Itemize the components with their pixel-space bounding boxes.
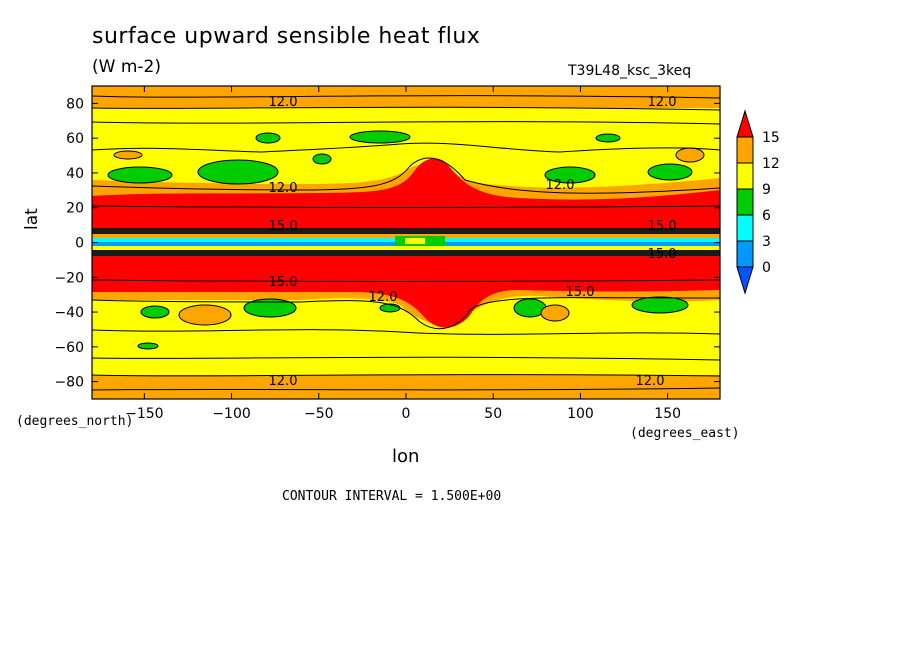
minimum-north-6 [595,133,621,143]
band-south-red [92,256,720,328]
patch-equator-yellow [405,238,425,244]
y-tick-label: −40 [54,305,84,321]
colorbar-bottom-triangle [736,266,754,295]
x-tick-label: 0 [402,406,411,422]
colorbar-swatch [736,214,754,242]
contour-label: 15.0 [648,247,677,262]
heat-flux-field: 12.0 12.0 12.0 15.0 15.0 12.0 15.0 12.0 15.0 15.0… [92,86,720,399]
band-south-orange-transition [92,282,720,325]
contour-lines [92,95,720,391]
axes: −150 −100 −50 0 50 100 150 80 60 40 20 0 −20 −40 −60 −8… [54,86,720,422]
contour-label: 15.0 [566,285,595,300]
contour-label: 12.0 [648,95,677,110]
contour-label: 12.0 [269,95,298,110]
colorbar-swatch [736,240,754,268]
band-equator-yellow [92,246,720,250]
colorbar: 15 12 9 6 3 0 [736,109,780,295]
colorbar-tick-label: 9 [762,182,771,198]
minimum-south-1 [140,305,170,319]
band-north-red [92,158,720,232]
colorbar-tick-label: 12 [762,156,780,172]
y-tick-label: 0 [75,236,84,252]
colorbar-tick-label: 15 [762,130,780,146]
x-tick-label: 150 [654,406,681,422]
minimum-north-7 [544,166,596,184]
colorbar-swatch [736,188,754,216]
colorbar-swatch [736,136,754,164]
maximum-south-1 [178,304,232,326]
y-tick-label: 20 [66,201,84,217]
band-north-orange [92,86,720,108]
y-tick-label: 40 [66,166,84,182]
x-tick-label: 50 [484,406,502,422]
minimum-south-2 [243,298,297,318]
contour-label: 12.0 [269,374,298,389]
contour-label: 12.0 [269,181,298,196]
minimum-south-6 [137,342,159,350]
minimum-south-5 [631,296,689,314]
maximum-north-2 [675,147,705,163]
y-tick-label: −20 [54,270,84,286]
contour-label: 12.0 [636,374,665,389]
y-tick-label: −60 [54,340,84,356]
minimum-north-5 [349,130,411,144]
dataset-label: T39L48_ksc_3keq [568,63,692,79]
minimum-south-3 [379,303,401,313]
y-axis-units: (degrees_north) [16,414,134,429]
colorbar-top-triangle [736,109,754,138]
chart-title: surface upward sensible heat flux [92,24,481,49]
minimum-north-8 [647,163,693,181]
contour-label: 12.0 [546,178,575,193]
minimum-north-1 [107,166,173,184]
contour-label: 12.0 [369,290,398,305]
colorbar-tick-label: 6 [762,208,771,224]
y-tick-label: −80 [54,375,84,391]
x-tick-label: 100 [567,406,594,422]
contour-label: 15.0 [648,219,677,234]
x-tick-label: −100 [212,406,250,422]
maximum-south-2 [540,304,570,322]
colorbar-swatch [736,162,754,190]
x-tick-label: −50 [304,406,334,422]
colorbar-tick-label: 3 [762,234,771,250]
y-tick-label: 60 [66,131,84,147]
x-axis-label: lon [392,446,420,467]
x-axis-units: (degrees_east) [630,426,740,441]
contour-label: 15.0 [269,219,298,234]
chart-units: (W m-2) [92,57,161,77]
contour-interval-text: CONTOUR INTERVAL = 1.500E+00 [282,489,502,504]
contour-label: 15.0 [269,275,298,290]
x-tick-label: −150 [125,406,163,422]
colorbar-tick-label: 0 [762,260,771,276]
minimum-north-2 [197,159,279,185]
minimum-north-3 [255,132,281,144]
y-tick-label: 80 [66,96,84,112]
contour-labels: 12.0 12.0 12.0 15.0 15.0 12.0 15.0 12.0 15.0 15.0… [269,95,677,389]
minimum-north-4 [312,153,332,165]
maximum-north-1 [113,150,143,160]
